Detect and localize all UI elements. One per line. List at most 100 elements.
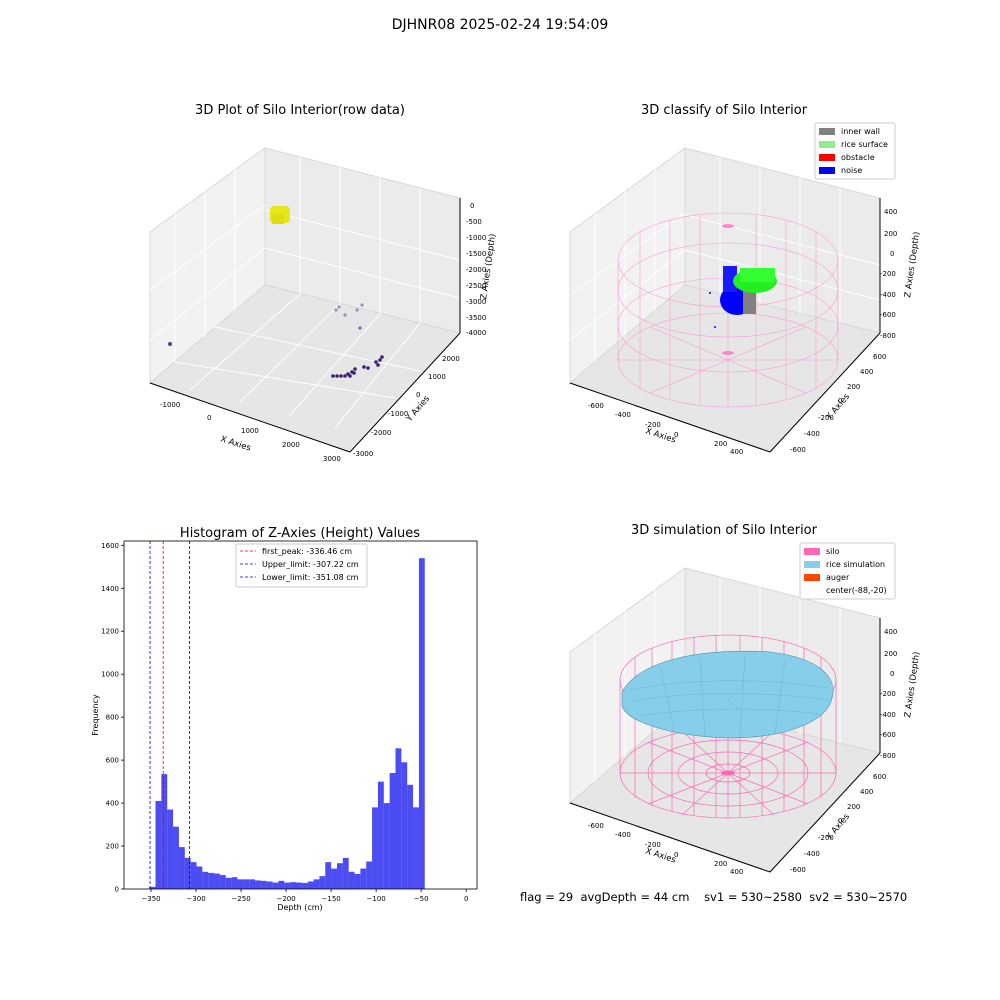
simulation-z-tick: 0 [890,670,894,678]
simulation-x-tick: 0 [674,851,678,859]
raw-z-tick: -2500 [466,282,486,290]
raw-y-tick: -3000 [353,450,373,458]
classify-z-tick: -600 [880,311,896,319]
classify-inner-wall-cluster [743,290,756,314]
histogram-bar [325,862,332,889]
classify-legend: inner wall rice surface obstacle noise [814,122,896,180]
histogram-y-tick: 1600 [101,542,119,550]
histogram-bar [342,857,349,889]
raw-z-tick: -500 [466,218,482,226]
raw-point [334,308,338,312]
histogram-bar [272,882,279,889]
histogram-bar [418,558,425,889]
histogram-x-ticks: −350 −300 −250 −200 −150 −100 −50 0 [141,889,468,903]
histogram-chart: Histogram of Z-Axies (Height) Values −35… [91,526,478,912]
raw-z-tick: -3000 [466,298,486,306]
legend-swatch-noise [819,167,835,174]
histogram-bar [290,882,296,889]
simulation-plot-title: 3D simulation of Silo Interior [631,523,817,538]
simulation-y-tick: -400 [804,850,820,858]
simulation-y-tick: -200 [818,834,834,842]
histogram-y-tick: 800 [106,714,119,722]
histogram-bar [219,875,226,889]
raw-x-tick: 0 [207,414,211,422]
simulation-y-tick: 600 [873,773,886,781]
histogram-x-label: Depth (cm) [277,903,322,912]
histogram-x-tick: −150 [322,895,341,903]
histogram-legend: first_peak: -336.46 cm Upper_limit: -307.… [235,543,368,588]
histogram-bar [360,868,367,889]
legend-label: rice simulation [826,560,885,569]
raw-z-tick: -4000 [466,329,486,337]
histogram-reference-lines [149,541,190,889]
histogram-bar [208,872,215,889]
histogram-bar [190,862,197,889]
raw-x-tick: 1000 [241,427,259,435]
stats-line: flag = 29 avgDepth = 44 cm sv1 = 530~258… [520,890,907,904]
histogram-plot-frame [123,540,478,890]
classify-x-tick: 400 [730,448,743,456]
histogram-bar [401,762,408,889]
histogram-y-tick: 1000 [101,671,119,679]
legend-label: silo [826,547,840,556]
simulation-3d-plot: -600 -400 -200 0 200 400 600 400 200 0 -… [569,542,922,876]
histogram-x-tick: 0 [464,895,468,903]
legend-label: rice surface [841,140,888,149]
classify-3d-plot: -600 -400 -200 0 200 400 600 400 200 0 -… [569,122,922,456]
raw-point [337,305,341,309]
classify-y-tick: -600 [790,446,806,454]
simulation-legend: silo rice simulation auger center(-88,-2… [799,542,896,600]
raw-z-tick: -1000 [466,234,486,242]
raw-points [168,206,384,378]
classify-y-tick: 600 [873,353,886,361]
simulation-z-tick: -600 [880,731,896,739]
histogram-legend-label: Upper_limit: -307.22 cm [262,560,359,569]
histogram-bar [178,847,185,889]
histogram-y-tick: 200 [106,843,119,851]
histogram-x-tick: −200 [276,895,295,903]
histogram-bar [413,807,419,889]
histogram-bar [260,880,267,889]
histogram-bar [372,807,378,889]
histogram-y-label: Frequency [91,694,100,736]
simulation-z-tick: -400 [880,711,896,719]
legend-label: obstacle [841,153,875,162]
simulation-z-tick: 400 [884,628,897,636]
classify-x-tick: -600 [588,402,604,410]
raw-y-tick: 1000 [428,373,446,381]
classify-x-tick: -200 [645,421,661,429]
histogram-legend-label: Lower_limit: -351.08 cm [262,573,359,582]
classify-z-tick: -800 [880,332,896,340]
histogram-bar [284,882,291,889]
histogram-bars [149,558,425,889]
histogram-bar [214,873,220,889]
histogram-bar [295,882,302,889]
histogram-bar [278,880,285,889]
simulation-y-tick: 400 [860,788,873,796]
classify-x-tick: 200 [714,440,727,448]
classify-z-tick: 200 [884,230,897,238]
raw-x-tick: 3000 [323,455,341,463]
raw-x-ticks: -1000 0 1000 2000 3000 [160,401,341,463]
raw-z-tick: 0 [470,202,474,210]
raw-point [343,313,347,317]
raw-y-tick: -2000 [371,429,391,437]
simulation-z-tick: -800 [880,752,896,760]
simulation-z-label: Z Axies (Depth) [903,651,922,718]
raw-x-label: X Axies [219,434,252,453]
histogram-bar [377,781,384,889]
histogram-bar [336,863,343,889]
legend-label: noise [841,166,862,175]
histogram-x-tick: −350 [141,895,160,903]
classify-y-tick: -200 [818,414,834,422]
simulation-y-tick: -600 [790,866,806,874]
legend-swatch-rice-surface [819,141,835,148]
classify-y-tick: 200 [847,383,860,391]
histogram-bar [354,873,361,889]
classify-z-tick: 0 [890,250,894,258]
simulation-x-tick: -400 [615,831,631,839]
flag-value: flag = 29 [520,890,574,904]
raw-y-tick: -1000 [388,410,408,418]
histogram-y-tick: 0 [115,886,119,894]
figure-title: DJHNR08 2025-02-24 19:54:09 [391,17,609,33]
